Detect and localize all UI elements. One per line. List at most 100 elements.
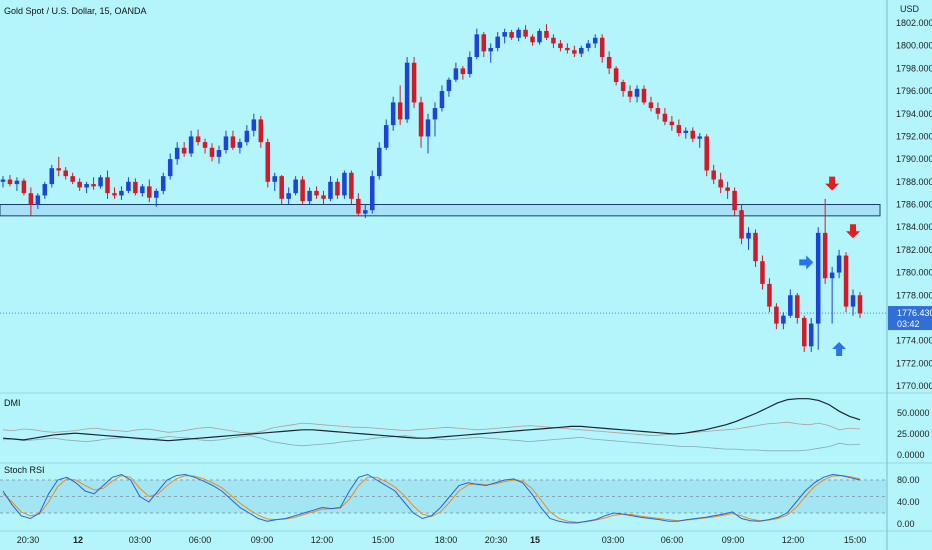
candle (300, 176, 305, 205)
candle (181, 142, 187, 157)
candle (530, 34, 535, 46)
candle (370, 170, 375, 214)
candle-body (286, 193, 291, 199)
candle-body (14, 180, 20, 185)
candle-body (7, 179, 13, 185)
candle (91, 177, 96, 190)
candle (98, 175, 103, 189)
candle-body (704, 136, 709, 171)
candle-body (822, 232, 828, 279)
candle (237, 138, 243, 154)
candle-body (718, 179, 723, 188)
price-tick-label: 1772.000 (896, 358, 932, 368)
candle-body (35, 195, 41, 205)
candle (147, 179, 152, 203)
candle-body (767, 283, 772, 307)
candle (836, 249, 842, 279)
candle (592, 34, 598, 48)
candle-body (592, 37, 598, 44)
candle-body (801, 317, 807, 347)
candle (21, 178, 27, 196)
price-tick-label: 1798.000 (896, 63, 932, 73)
candle-body (481, 34, 487, 52)
candle-body (237, 142, 243, 148)
candle-body (418, 102, 424, 137)
candle (418, 96, 424, 148)
candle-body (627, 91, 633, 97)
candle (56, 156, 62, 177)
candle (35, 193, 41, 210)
price-tick-label: 1782.000 (896, 245, 932, 255)
dmi-label: DMI (4, 398, 21, 408)
candle (195, 129, 201, 146)
candle-body (49, 168, 55, 185)
candle-body (829, 272, 835, 279)
candle-body (63, 170, 68, 177)
candle-body (446, 79, 452, 92)
candle-body (599, 37, 605, 58)
candle (279, 175, 284, 205)
candle-body (209, 147, 215, 157)
candle (697, 133, 703, 148)
candle (634, 85, 640, 103)
candle (397, 85, 403, 126)
candle-body (836, 255, 842, 273)
candle-body (272, 176, 277, 182)
candle (265, 138, 271, 188)
candle (439, 85, 445, 112)
candle-body (56, 168, 62, 171)
time-tick-label: 15 (530, 535, 540, 545)
candle (753, 229, 758, 267)
candle-body (98, 177, 103, 187)
candle-body (697, 136, 703, 139)
candle-body (279, 176, 284, 199)
candle (230, 130, 236, 151)
candle (160, 172, 166, 195)
candle (669, 116, 675, 131)
time-tick-label: 15:00 (372, 535, 395, 545)
candle-body (774, 306, 779, 324)
chart-title: Gold Spot / U.S. Dollar, 15, OANDA (4, 6, 147, 16)
candle-body (572, 50, 577, 54)
price-tick-label: 1796.000 (896, 86, 932, 96)
price-tick-label: 1780.000 (896, 268, 932, 278)
candle-body (460, 68, 466, 75)
time-tick-label: 18:00 (435, 535, 458, 545)
candle-body (293, 179, 298, 194)
candle (850, 289, 856, 316)
candle-body (411, 62, 417, 103)
candle-body (732, 190, 737, 211)
adx-line (2, 398, 861, 442)
candle (446, 77, 452, 97)
candle (28, 187, 34, 216)
time-tick-label: 20:30 (17, 535, 40, 545)
candle-body (363, 210, 368, 214)
candle-body (662, 113, 668, 122)
candle-body (495, 36, 500, 48)
candle-body (843, 255, 849, 307)
candle (606, 51, 612, 75)
candle (627, 85, 633, 103)
candle (774, 303, 779, 330)
price-tick-label: 1778.000 (896, 290, 932, 300)
candle (0, 176, 6, 188)
candle (258, 116, 264, 148)
candle (795, 292, 800, 324)
candle-body (21, 180, 27, 194)
stoch-tick-label: 40.00 (897, 497, 920, 507)
candle-body (147, 186, 152, 198)
candle-body (467, 57, 473, 75)
candle (321, 190, 326, 205)
candle (42, 181, 48, 199)
candle (509, 29, 514, 41)
candle (84, 181, 89, 194)
stoch-tick-label: 0.00 (897, 519, 915, 529)
candle (613, 66, 619, 86)
candle-body (502, 32, 507, 37)
candle-body (613, 68, 619, 82)
candle (725, 181, 730, 199)
candle (690, 127, 696, 143)
candle (551, 34, 556, 48)
